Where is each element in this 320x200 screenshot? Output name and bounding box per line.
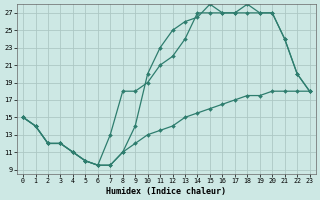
X-axis label: Humidex (Indice chaleur): Humidex (Indice chaleur) bbox=[106, 187, 226, 196]
